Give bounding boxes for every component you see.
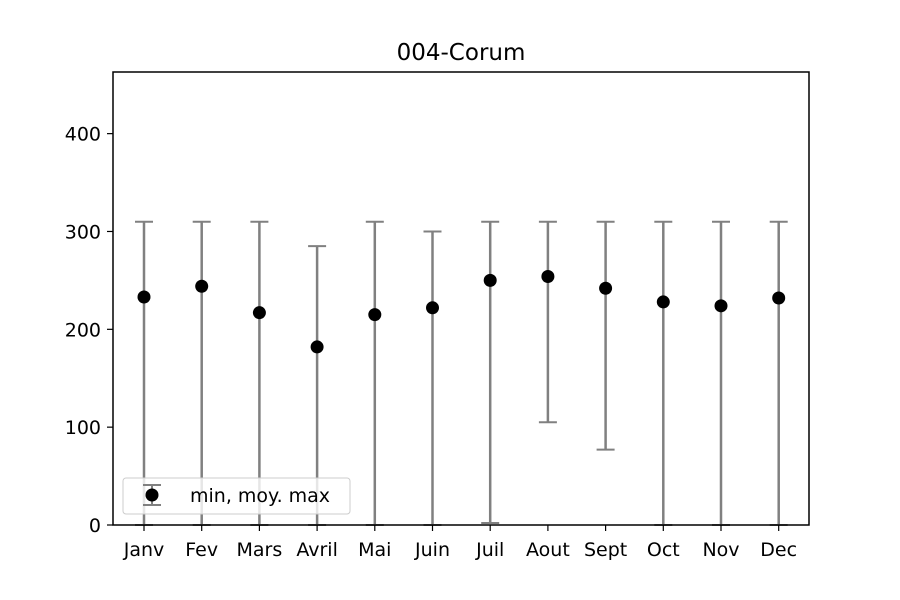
mean-point-mai: [368, 308, 382, 322]
errorbar-oct: [654, 220, 673, 526]
mean-point-oct: [656, 295, 670, 309]
legend-label: min, moy. max: [190, 485, 330, 507]
mean-point-mars: [252, 306, 266, 320]
legend-marker: [145, 488, 159, 502]
y-tick-label: 400: [65, 124, 101, 146]
legend-box: [122, 477, 351, 515]
x-tick-label: Oct: [647, 539, 680, 561]
errorbar-dec: [769, 220, 788, 526]
mean-point-juin: [426, 301, 439, 315]
x-tick-label: Mars: [237, 539, 283, 561]
mean-point-juil: [483, 273, 497, 287]
legend: min, moy. max: [122, 477, 351, 515]
errorbar-mai: [365, 220, 384, 526]
errorbar-nov: [712, 220, 730, 526]
mean-point-nov: [714, 299, 728, 313]
x-tick-label: Avril: [296, 539, 338, 561]
x-tick-label: Aout: [526, 539, 570, 561]
mean-point-sept: [599, 281, 613, 295]
y-tick-label: 300: [65, 221, 101, 243]
errorbar-aout: [538, 220, 557, 424]
chart-title: 004-Corum: [397, 40, 526, 66]
x-tick-label: Juil: [475, 539, 504, 561]
mean-point-dec: [772, 291, 786, 305]
errorbar-layer: [135, 220, 788, 526]
x-tick-label: Dec: [760, 539, 797, 561]
y-tick-label: 100: [65, 417, 101, 439]
axes: 0 100 200 300 400 Janv Fev Mars Avril Mai Juin Juil…: [65, 71, 810, 561]
x-tick-label: Sept: [584, 539, 627, 561]
x-tick-label: Nov: [702, 539, 739, 561]
mean-point-janv: [137, 290, 151, 304]
x-tick-label: Mai: [358, 539, 391, 561]
errorbar-juil: [481, 220, 500, 525]
legend-symbol: [143, 484, 161, 506]
y-tick-label: 200: [65, 319, 101, 341]
mean-point-fev: [195, 279, 209, 293]
mean-point-avril: [310, 340, 324, 354]
x-tick-label: Juin: [414, 539, 450, 561]
mean-point-aout: [541, 269, 555, 283]
y-tick-label: 0: [89, 515, 101, 537]
plot-frame: [112, 71, 810, 526]
marker-layer: [137, 269, 786, 354]
errorbar-sept: [596, 220, 615, 451]
x-tick-label: Janv: [123, 539, 165, 561]
errorbar-juin: [423, 230, 442, 526]
x-tick-label: Fev: [185, 539, 218, 561]
